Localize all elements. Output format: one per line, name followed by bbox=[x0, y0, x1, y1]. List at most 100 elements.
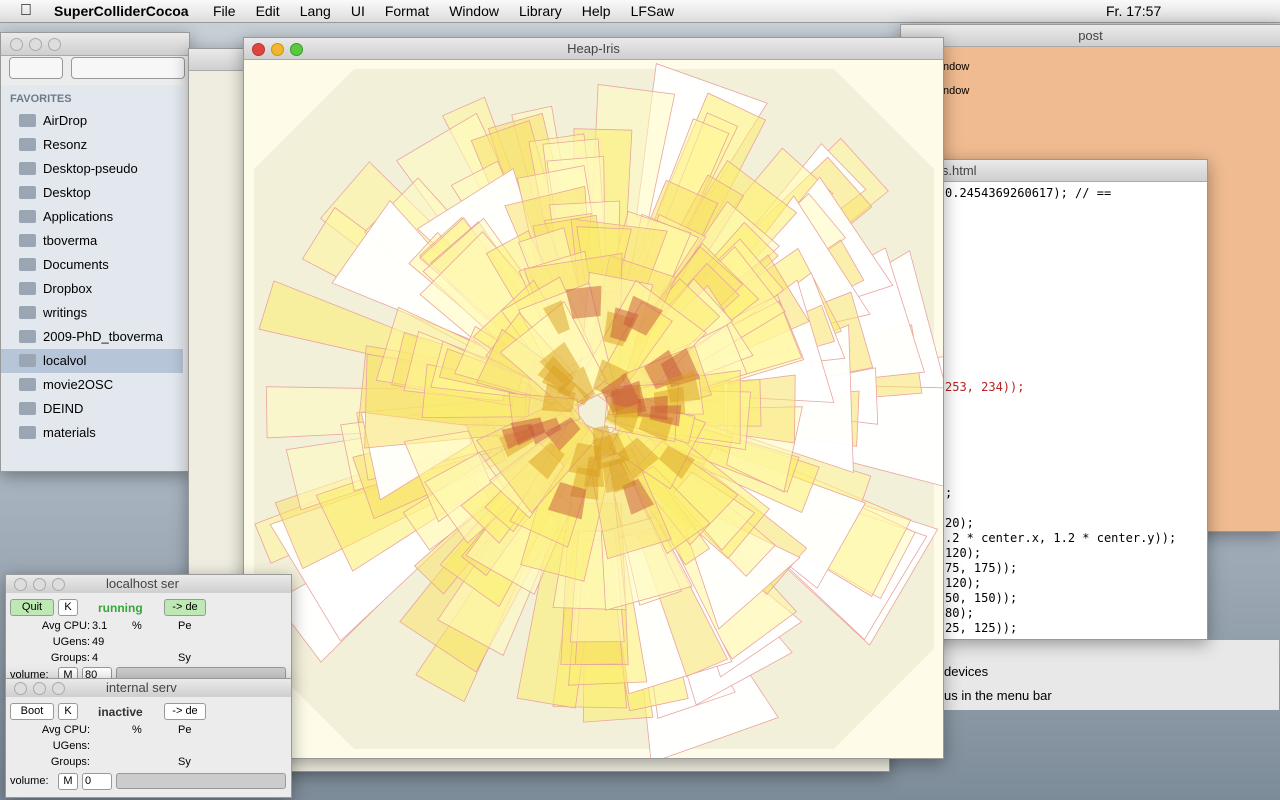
menu-item[interactable]: File bbox=[213, 3, 236, 19]
iris-core bbox=[617, 437, 660, 480]
sidebar-item[interactable]: 2009-PhD_tboverma bbox=[1, 325, 183, 349]
code-window: ls.html 0.2454369260617); // == 253, 234)… bbox=[920, 159, 1208, 640]
sidebar: FAVORITES AirDrop Resonz Desktop-pseudo Des… bbox=[1, 85, 183, 471]
sidebar-label: movie2OSC bbox=[43, 377, 114, 392]
iris-core bbox=[605, 403, 641, 434]
window-title: ls.html bbox=[921, 160, 1207, 182]
menu-item[interactable]: Format bbox=[384, 3, 430, 19]
sidebar-item[interactable]: Dropbox bbox=[1, 277, 183, 301]
code-line: 20); bbox=[945, 516, 974, 530]
sidebar-item[interactable]: tboverma bbox=[1, 229, 183, 253]
folder-icon bbox=[19, 234, 36, 247]
route-button[interactable]: -> de bbox=[164, 599, 206, 616]
iris-core bbox=[545, 417, 581, 451]
folder-icon bbox=[19, 354, 36, 367]
window-title: post bbox=[901, 25, 1280, 47]
code-line: 80); bbox=[945, 606, 974, 620]
folder-icon bbox=[19, 186, 36, 199]
sidebar-item[interactable]: AirDrop bbox=[1, 109, 183, 133]
sidebar-label: tboverma bbox=[43, 233, 98, 248]
server-button[interactable]: Quit bbox=[10, 599, 54, 616]
sidebar-item[interactable]: materials bbox=[1, 421, 183, 445]
folder-icon bbox=[19, 426, 36, 439]
view-switcher[interactable] bbox=[71, 57, 185, 79]
folder-icon bbox=[19, 306, 36, 319]
menu-item[interactable]: Edit bbox=[255, 3, 280, 19]
sidebar-header: FAVORITES bbox=[10, 93, 72, 105]
minimize-button[interactable] bbox=[29, 38, 42, 51]
stat-text: 3.1 bbox=[92, 620, 108, 632]
zoom-button[interactable] bbox=[48, 38, 61, 51]
sidebar-item[interactable]: writings bbox=[1, 301, 183, 325]
iris-core bbox=[528, 442, 565, 480]
sidebar-item[interactable]: Resonz bbox=[1, 133, 183, 157]
menu-item[interactable]: Window bbox=[449, 3, 499, 19]
code-line: 0.2454369260617); // == bbox=[945, 186, 1112, 200]
back-forward[interactable] bbox=[9, 57, 63, 79]
code-line: 25, 125)); bbox=[945, 621, 1018, 635]
iris-core bbox=[622, 478, 655, 515]
sidebar-item[interactable]: Desktop bbox=[1, 181, 183, 205]
sidebar-item[interactable]: Desktop-pseudo bbox=[1, 157, 183, 181]
stat-text: Pe bbox=[178, 724, 192, 736]
close-button[interactable] bbox=[252, 43, 265, 56]
sidebar-label: Dropbox bbox=[43, 281, 93, 296]
sidebar-label: writings bbox=[43, 305, 88, 320]
volume-slider[interactable] bbox=[116, 773, 286, 789]
folder-icon bbox=[19, 258, 36, 271]
menu-item[interactable]: UI bbox=[350, 3, 365, 19]
apple-menu[interactable]:  bbox=[20, 2, 32, 20]
text-line: ndow bbox=[943, 61, 970, 73]
iris-core bbox=[665, 370, 701, 403]
mute-button[interactable]: M bbox=[58, 773, 78, 790]
zoom-button[interactable] bbox=[290, 43, 303, 56]
menu-item[interactable]: Lang bbox=[299, 3, 331, 19]
window-button[interactable] bbox=[52, 578, 65, 591]
stat-text: UGens: bbox=[52, 740, 90, 752]
app-menu[interactable]: SuperColliderCocoa bbox=[54, 3, 189, 19]
window-button[interactable] bbox=[33, 578, 46, 591]
close-button[interactable] bbox=[10, 38, 23, 51]
menus: File Edit Lang UI Format Window Library Help LFS… bbox=[213, 3, 694, 19]
sidebar-label: DEIND bbox=[43, 401, 84, 416]
code-line: 253, 234)); bbox=[945, 380, 1025, 394]
window-title: localhost ser bbox=[6, 575, 291, 593]
sidebar-item[interactable]: localvol bbox=[1, 349, 183, 373]
text-line: devices bbox=[944, 664, 989, 679]
code-line: ; bbox=[945, 486, 953, 500]
iris-core bbox=[637, 395, 668, 421]
sidebar-label: AirDrop bbox=[43, 113, 88, 128]
sidebar-item[interactable]: Applications bbox=[1, 205, 183, 229]
stat-text: % bbox=[132, 724, 142, 736]
sidebar-item[interactable]: movie2OSC bbox=[1, 373, 183, 397]
code-line: 75, 175)); bbox=[945, 561, 1018, 575]
clock[interactable]: Fr. 17:57 bbox=[1106, 3, 1162, 19]
mute-button[interactable]: M bbox=[58, 667, 78, 681]
stat-text: Avg CPU: bbox=[41, 620, 90, 632]
prefs-pane: devices us in the menu bar bbox=[900, 640, 1279, 710]
server-button[interactable]: K bbox=[58, 599, 78, 616]
folder-icon bbox=[19, 162, 36, 175]
iris-core bbox=[541, 364, 577, 397]
post-text: ndow ndow bbox=[943, 55, 969, 103]
stat-text: Groups: bbox=[50, 652, 90, 664]
window-button[interactable] bbox=[52, 682, 65, 695]
server-button[interactable]: Boot bbox=[10, 703, 54, 720]
sidebar-item[interactable]: DEIND bbox=[1, 397, 183, 421]
code-line: .2 * center.x, 1.2 * center.y)); bbox=[945, 531, 1177, 545]
menu-item[interactable]: Help bbox=[581, 3, 611, 19]
window-button[interactable] bbox=[33, 682, 46, 695]
window-button[interactable] bbox=[14, 682, 27, 695]
menu-item[interactable]: LFSaw bbox=[630, 3, 675, 19]
route-button[interactable]: -> de bbox=[164, 703, 206, 720]
window-button[interactable] bbox=[14, 578, 27, 591]
iris-core bbox=[547, 482, 587, 520]
minimize-button[interactable] bbox=[271, 43, 284, 56]
menu-item[interactable]: Library bbox=[518, 3, 562, 19]
folder-icon bbox=[19, 330, 36, 343]
volume-field[interactable]: 0 bbox=[82, 773, 112, 790]
sidebar-item[interactable]: Documents bbox=[1, 253, 183, 277]
server-button[interactable]: K bbox=[58, 703, 78, 720]
volume-slider[interactable] bbox=[116, 667, 286, 681]
